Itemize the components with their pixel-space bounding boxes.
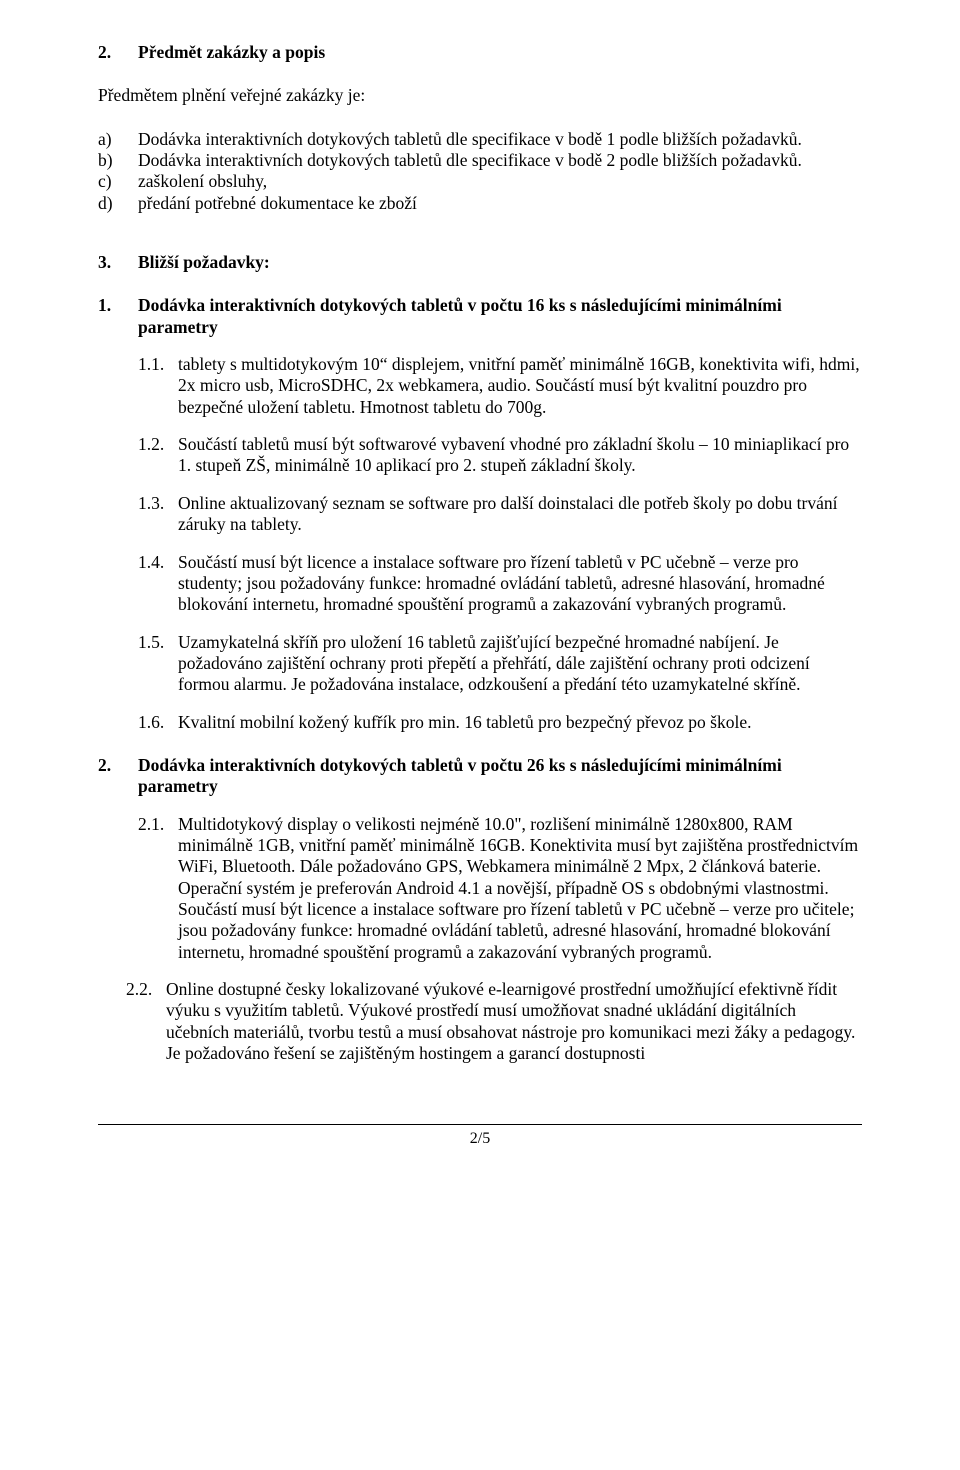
req-2-heading: 2. Dodávka interaktivních dotykových tab… — [98, 755, 862, 798]
req-1-1-text: tablety s multidotykovým 10“ displejem, … — [178, 354, 862, 418]
req-1-3-num: 1.3. — [138, 493, 178, 536]
item-2b-num: b) — [98, 150, 138, 171]
req-1-4-num: 1.4. — [138, 552, 178, 616]
req-1-2-text: Součástí tabletů musí být softwarové vyb… — [178, 434, 862, 477]
item-2d-num: d) — [98, 193, 138, 214]
item-2c-text: zaškolení obsluhy, — [138, 171, 267, 192]
req-2-1-text: Multidotykový display o velikosti nejmén… — [178, 814, 862, 963]
section-3-number: 3. — [98, 252, 138, 273]
req-2-2-num: 2.2. — [126, 979, 166, 1064]
req-2-1-num: 2.1. — [138, 814, 178, 963]
req-1-4-text: Součástí musí být licence a instalace so… — [178, 552, 862, 616]
req-1-3-text: Online aktualizovaný seznam se software … — [178, 493, 862, 536]
req-1-6-text: Kvalitní mobilní kožený kufřík pro min. … — [178, 712, 751, 733]
req-2-2-text: Online dostupné česky lokalizované výuko… — [166, 979, 862, 1064]
section-3-title: Bližší požadavky: — [138, 252, 862, 273]
req-1-6-num: 1.6. — [138, 712, 178, 733]
page-footer: 2/5 — [98, 1124, 862, 1149]
item-2d-text: předání potřebné dokumentace ke zboží — [138, 193, 417, 214]
item-2a: a) Dodávka interaktivních dotykových tab… — [98, 129, 862, 150]
req-1-6: 1.6. Kvalitní mobilní kožený kufřík pro … — [98, 712, 862, 733]
item-2c-num: c) — [98, 171, 138, 192]
req-1-title: Dodávka interaktivních dotykových tablet… — [138, 295, 862, 338]
req-1-1: 1.1. tablety s multidotykovým 10“ disple… — [98, 354, 862, 418]
section-2-number: 2. — [98, 42, 138, 63]
req-1-4: 1.4. Součástí musí být licence a instala… — [98, 552, 862, 616]
req-2-title: Dodávka interaktivních dotykových tablet… — [138, 755, 862, 798]
section-2-title: Předmět zakázky a popis — [138, 42, 862, 63]
req-2-1: 2.1. Multidotykový display o velikosti n… — [98, 814, 862, 963]
item-2d: d) předání potřebné dokumentace ke zboží — [98, 193, 862, 214]
req-1-1-num: 1.1. — [138, 354, 178, 418]
req-1-5: 1.5. Uzamykatelná skříň pro uložení 16 t… — [98, 632, 862, 696]
page-number: 2/5 — [98, 1129, 862, 1149]
section-2-intro: Předmětem plnění veřejné zakázky je: — [98, 85, 862, 106]
req-1-5-text: Uzamykatelná skříň pro uložení 16 tablet… — [178, 632, 862, 696]
section-3-heading: 3. Bližší požadavky: — [98, 252, 862, 273]
section-2-heading: 2. Předmět zakázky a popis — [98, 42, 862, 63]
req-1-2-num: 1.2. — [138, 434, 178, 477]
req-1-3: 1.3. Online aktualizovaný seznam se soft… — [98, 493, 862, 536]
item-2c: c) zaškolení obsluhy, — [98, 171, 862, 192]
footer-rule — [98, 1124, 862, 1125]
item-2a-text: Dodávka interaktivních dotykových tablet… — [138, 129, 802, 150]
req-1-num: 1. — [98, 295, 138, 338]
req-1-2: 1.2. Součástí tabletů musí být softwarov… — [98, 434, 862, 477]
req-2-2: 2.2. Online dostupné česky lokalizované … — [98, 979, 862, 1064]
req-2-num: 2. — [98, 755, 138, 798]
document-page: 2. Předmět zakázky a popis Předmětem pln… — [0, 0, 960, 1470]
item-2b-text: Dodávka interaktivních dotykových tablet… — [138, 150, 802, 171]
item-2a-num: a) — [98, 129, 138, 150]
req-1-5-num: 1.5. — [138, 632, 178, 696]
req-1-heading: 1. Dodávka interaktivních dotykových tab… — [98, 295, 862, 338]
item-2b: b) Dodávka interaktivních dotykových tab… — [98, 150, 862, 171]
